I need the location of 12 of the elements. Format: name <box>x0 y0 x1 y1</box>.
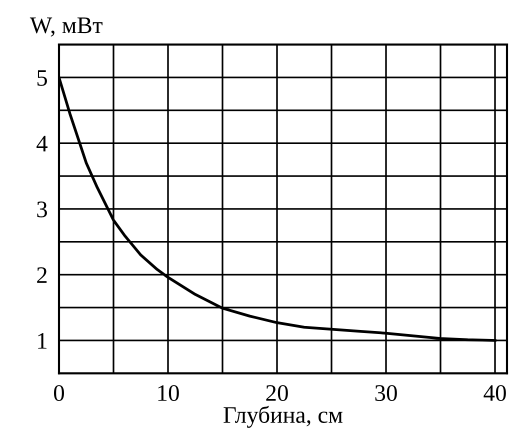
y-tick-label: 1 <box>38 333 46 349</box>
x-tick-label: 30 <box>375 385 397 402</box>
y-tick-label: 4 <box>36 136 48 152</box>
y-tick-label: 2 <box>37 267 47 283</box>
y-tick-label: 5 <box>37 70 47 86</box>
x-axis-title: Глубина, см <box>224 406 343 428</box>
x-tick-label: 20 <box>266 385 288 402</box>
x-tick-label: 10 <box>158 385 179 402</box>
y-axis-title: W, мВт <box>30 18 102 37</box>
y-tick-label: 3 <box>37 202 47 218</box>
x-tick-label: 40 <box>484 385 506 402</box>
x-tick-label: 0 <box>54 385 64 402</box>
